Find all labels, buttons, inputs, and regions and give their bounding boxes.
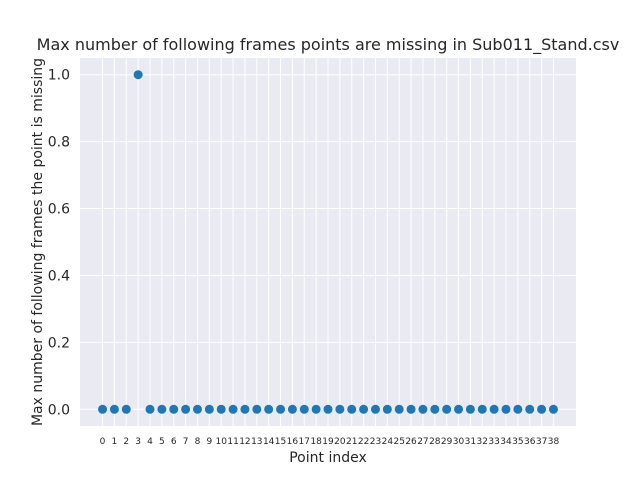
x-tick-label: 16 [287, 437, 299, 447]
data-point [501, 404, 511, 414]
data-point [335, 404, 345, 414]
data-point [465, 404, 475, 414]
x-tick-label: 17 [299, 437, 310, 447]
x-tick-label: 6 [171, 437, 177, 447]
x-tick-label: 38 [548, 437, 560, 447]
x-axis-ticks: 0 1 2 3 4 5 6 7 8 9 10 11 12 13 14 15 16 17 18 19 20 21 22 23 24… [100, 437, 560, 447]
x-tick-label: 22 [358, 437, 369, 447]
data-point [347, 404, 357, 414]
data-point [548, 404, 558, 414]
data-point [406, 404, 416, 414]
data-points [98, 70, 558, 414]
data-point [382, 404, 392, 414]
x-tick-label: 13 [251, 437, 262, 447]
x-tick-label: 7 [183, 437, 189, 447]
grid-lines [80, 58, 576, 426]
x-tick-label: 3 [135, 437, 141, 447]
data-point [311, 404, 321, 414]
data-point [109, 404, 119, 414]
data-point [394, 404, 404, 414]
y-tick-label: 0.0 [48, 402, 70, 418]
x-tick-label: 37 [536, 437, 547, 447]
data-point [145, 404, 155, 414]
x-tick-label: 23 [370, 437, 381, 447]
x-tick-label: 20 [334, 437, 346, 447]
x-tick-label: 31 [465, 437, 476, 447]
y-tick-label: 0.6 [48, 202, 70, 218]
data-point [323, 404, 333, 414]
chart-title: Max number of following frames points ar… [37, 35, 620, 55]
data-point [276, 404, 286, 414]
data-point [513, 404, 523, 414]
x-tick-label: 1 [112, 437, 118, 447]
data-point [157, 404, 167, 414]
x-tick-label: 12 [239, 437, 250, 447]
x-tick-label: 27 [417, 437, 428, 447]
data-point [477, 404, 487, 414]
x-tick-label: 24 [382, 437, 394, 447]
y-axis-label: Max number of following frames the point… [30, 58, 46, 426]
data-point [264, 404, 274, 414]
x-tick-label: 36 [524, 437, 536, 447]
data-point [287, 404, 297, 414]
x-tick-label: 28 [429, 437, 441, 447]
data-point [430, 404, 440, 414]
x-tick-label: 19 [322, 437, 334, 447]
data-point [454, 404, 464, 414]
x-tick-label: 32 [477, 437, 488, 447]
x-tick-label: 30 [453, 437, 465, 447]
data-point [192, 404, 202, 414]
y-tick-label: 0.4 [48, 268, 70, 284]
x-tick-label: 15 [275, 437, 286, 447]
x-tick-label: 8 [195, 437, 201, 447]
x-tick-label: 5 [159, 437, 165, 447]
data-point [133, 70, 143, 80]
y-axis-ticks: 0.0 0.2 0.4 0.6 0.8 1.0 [48, 68, 70, 419]
data-point [98, 404, 108, 414]
x-tick-label: 11 [227, 437, 238, 447]
data-point [121, 404, 131, 414]
data-point [204, 404, 214, 414]
y-tick-label: 1.0 [48, 68, 70, 84]
data-point [442, 404, 452, 414]
x-tick-label: 35 [512, 437, 523, 447]
x-tick-label: 26 [405, 437, 417, 447]
data-point [299, 404, 309, 414]
data-point [537, 404, 547, 414]
x-axis-label: Point index [289, 450, 367, 466]
x-tick-label: 29 [441, 437, 453, 447]
data-point [252, 404, 262, 414]
x-tick-label: 0 [100, 437, 106, 447]
data-point [240, 404, 250, 414]
x-tick-label: 34 [500, 437, 512, 447]
data-point [359, 404, 369, 414]
x-tick-label: 25 [393, 437, 404, 447]
x-tick-label: 18 [310, 437, 322, 447]
x-tick-label: 21 [346, 437, 357, 447]
data-point [216, 404, 226, 414]
x-tick-label: 14 [263, 437, 275, 447]
data-point [370, 404, 380, 414]
x-tick-label: 4 [147, 437, 153, 447]
data-point [525, 404, 535, 414]
data-point [228, 404, 238, 414]
data-point [169, 404, 179, 414]
data-point [418, 404, 428, 414]
data-point [181, 404, 191, 414]
x-tick-label: 9 [206, 437, 212, 447]
x-tick-label: 10 [215, 437, 227, 447]
data-point [489, 404, 499, 414]
y-tick-label: 0.8 [48, 135, 70, 151]
x-tick-label: 33 [488, 437, 499, 447]
y-tick-label: 0.2 [48, 335, 70, 351]
x-tick-label: 2 [123, 437, 129, 447]
